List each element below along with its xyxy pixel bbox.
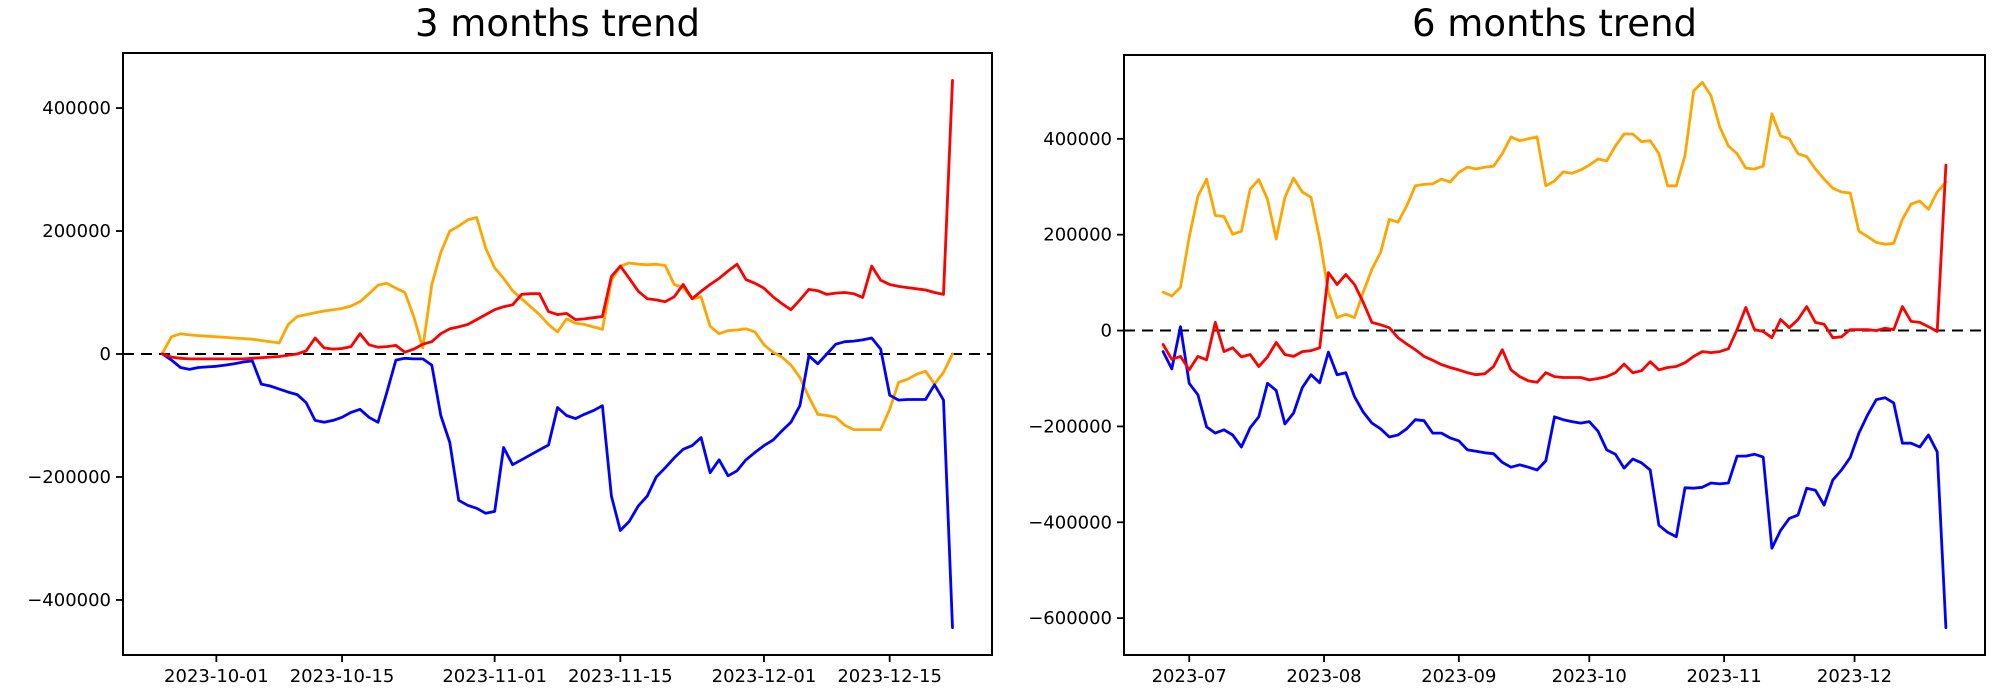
y-tick-label: 200000 <box>42 221 111 242</box>
six-months-chart-plot: −600000 −400000 −200000 0 200000 400000 2023-0… <box>1028 54 1986 687</box>
x-tick-label: 2023-07 <box>1152 666 1227 687</box>
y-tick-label: −400000 <box>1028 512 1112 533</box>
x-tick-label: 2023-11-15 <box>568 666 673 687</box>
axes-spines <box>1123 54 1986 656</box>
y-tick-label: 200000 <box>1043 225 1112 246</box>
three-months-trend-figure: 3 months trend −400000 −200000 0 200000 4000… <box>27 2 993 687</box>
y-tick-label: −400000 <box>27 590 111 611</box>
x-tick-label: 2023-12-15 <box>837 666 942 687</box>
y-tick-label: −200000 <box>27 467 111 488</box>
y-tick-label: 0 <box>1101 321 1112 342</box>
six-months-chart-title: 6 months trend <box>1411 2 1698 45</box>
x-tick-label: 2023-09 <box>1421 666 1496 687</box>
y-tick-label: 0 <box>100 344 111 365</box>
axes-spines <box>122 52 993 656</box>
x-tick-label: 2023-11 <box>1686 666 1761 687</box>
x-tick-label: 2023-12-01 <box>712 666 817 687</box>
y-tick-label: −200000 <box>1028 416 1112 437</box>
red-series-line <box>1161 163 1948 384</box>
y-tick-label: 400000 <box>1043 129 1112 150</box>
three-months-chart-plot: −400000 −200000 0 200000 400000 2023-10-01 202… <box>27 52 993 687</box>
x-tick-label: 2023-10-15 <box>290 666 395 687</box>
three-months-chart-title: 3 months trend <box>414 2 701 45</box>
x-tick-label: 2023-10-01 <box>164 666 269 687</box>
y-tick-label: 400000 <box>42 98 111 119</box>
orange-series-line <box>1161 80 1948 320</box>
y-tick-label: −600000 <box>1028 608 1112 629</box>
blue-series-line <box>161 336 954 629</box>
x-tick-label: 2023-12 <box>1817 666 1892 687</box>
orange-series-line <box>161 216 954 432</box>
x-tick-label: 2023-08 <box>1286 666 1361 687</box>
x-tick-label: 2023-10 <box>1552 666 1627 687</box>
blue-series-line <box>1161 325 1948 630</box>
red-series-line <box>161 79 954 361</box>
x-tick-label: 2023-11-01 <box>442 666 547 687</box>
six-months-trend-figure: 6 months trend −600000 −400000 −200000 0 200… <box>1010 0 2000 700</box>
